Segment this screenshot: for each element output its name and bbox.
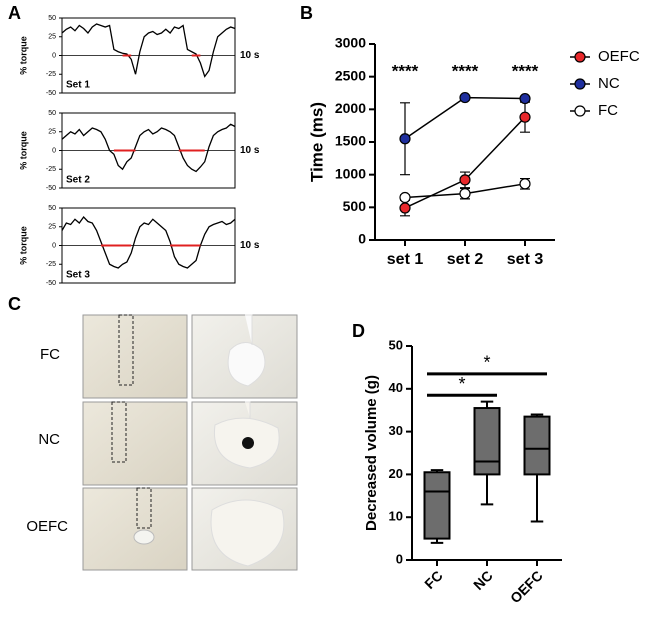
point	[519, 178, 531, 190]
box	[523, 415, 551, 476]
panel-label: C	[8, 294, 21, 314]
significance: ****	[452, 61, 479, 80]
y-tick-label: -50	[46, 185, 56, 192]
x-tick-label: FC	[421, 567, 446, 592]
y-tick-label: 3000	[335, 35, 366, 51]
point	[519, 111, 531, 123]
y-tick-label: 50	[48, 15, 56, 22]
whisker	[530, 474, 544, 523]
significance-label: *	[458, 374, 465, 394]
y-tick-label: 50	[389, 337, 403, 352]
box	[473, 407, 501, 476]
photo	[82, 401, 188, 486]
y-tick-label: 0	[358, 231, 366, 247]
x-tick-label: set 1	[387, 251, 424, 268]
y-tick-label: -25	[46, 261, 56, 268]
whisker	[480, 400, 494, 409]
legend-label: FC	[598, 102, 618, 119]
y-tick-label: -25	[46, 71, 56, 78]
panel-label: B	[300, 3, 313, 23]
y-tick-label: 20	[389, 466, 403, 481]
gel	[213, 401, 280, 469]
y-axis-label: % torque	[18, 36, 28, 75]
y-tick-label: 25	[48, 224, 56, 231]
trace-line	[61, 215, 236, 269]
point	[459, 188, 471, 200]
y-tick-label: -25	[46, 166, 56, 173]
point	[399, 191, 411, 204]
y-tick-label: 1000	[335, 165, 366, 181]
gel	[210, 499, 285, 567]
whisker	[480, 474, 494, 506]
y-tick-label: 500	[343, 198, 367, 214]
x-tick-label: set 2	[447, 251, 484, 268]
trace-line	[61, 123, 236, 173]
y-tick-label: 0	[52, 242, 56, 249]
y-axis-label: % torque	[18, 226, 28, 265]
x-tick-label: NC	[470, 567, 496, 593]
y-axis-label: % torque	[18, 131, 28, 170]
needle-outline	[111, 401, 127, 463]
significance-label: *	[483, 353, 490, 373]
legend-marker	[574, 78, 586, 90]
series-line	[404, 96, 526, 140]
marker	[242, 437, 254, 449]
y-tick-label: 2500	[335, 67, 366, 83]
y-tick-label: 0	[52, 147, 56, 154]
y-tick-label: 25	[48, 129, 56, 136]
gel	[133, 529, 155, 545]
photo-grid	[82, 314, 298, 571]
legend-marker	[574, 51, 586, 63]
trace-line	[61, 23, 236, 78]
panel-label: D	[352, 321, 365, 341]
row-label: NC	[38, 431, 60, 448]
y-tick-label: 50	[48, 110, 56, 117]
photo	[82, 487, 188, 571]
annotation: Set 2	[66, 175, 90, 186]
panel-label: A	[8, 3, 21, 23]
point	[399, 133, 411, 145]
y-tick-label: -50	[46, 90, 56, 97]
y-tick-label: 30	[389, 423, 403, 438]
annotation: Set 3	[66, 270, 90, 281]
y-tick-label: 1500	[335, 133, 366, 149]
point	[459, 174, 471, 186]
photo	[82, 314, 188, 399]
y-axis-label: Decreased volume (g)	[363, 375, 380, 531]
y-tick-label: 25	[48, 34, 56, 41]
x-tick-label: set 3	[507, 251, 544, 268]
scale-label: 10 s	[240, 50, 260, 61]
y-tick-label: 50	[48, 205, 56, 212]
y-tick-label: 10	[389, 509, 403, 524]
row-label: FC	[40, 346, 60, 363]
y-tick-label: 40	[389, 380, 403, 395]
legend-label: NC	[598, 75, 620, 92]
y-tick-label: -50	[46, 280, 56, 287]
point	[399, 202, 411, 214]
needle-outline	[118, 314, 134, 386]
legend-label: OEFC	[598, 48, 640, 65]
scale-label: 10 s	[240, 240, 260, 251]
significance: ****	[392, 61, 419, 80]
y-tick-label: 2000	[335, 100, 366, 116]
gel	[227, 314, 266, 387]
significance: ****	[512, 61, 539, 80]
scale-label: 10 s	[240, 145, 260, 156]
row-label: OEFC	[26, 518, 68, 535]
point	[519, 92, 531, 105]
needle-outline	[136, 487, 152, 529]
y-tick-label: 0	[52, 52, 56, 59]
legend-marker	[574, 105, 586, 117]
box	[423, 471, 451, 540]
y-axis-label: Time (ms)	[307, 102, 326, 182]
annotation: Set 1	[66, 80, 90, 91]
x-tick-label: OEFC	[507, 567, 546, 606]
y-tick-label: 0	[396, 551, 403, 566]
point	[459, 91, 471, 104]
